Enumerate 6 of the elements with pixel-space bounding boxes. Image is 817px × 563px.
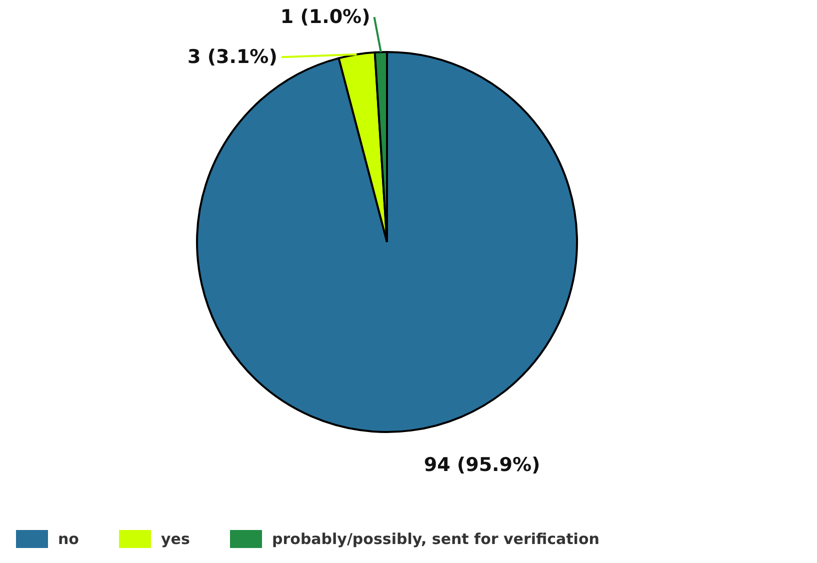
data-label: 94 (95.9%) xyxy=(424,454,540,476)
legend-label: no xyxy=(58,530,79,548)
data-label: 3 (3.1%) xyxy=(188,46,278,68)
legend-label: probably/possibly, sent for verification xyxy=(272,530,600,548)
data-label: 1 (1.0%) xyxy=(280,6,370,28)
legend-label: yes xyxy=(161,530,190,548)
